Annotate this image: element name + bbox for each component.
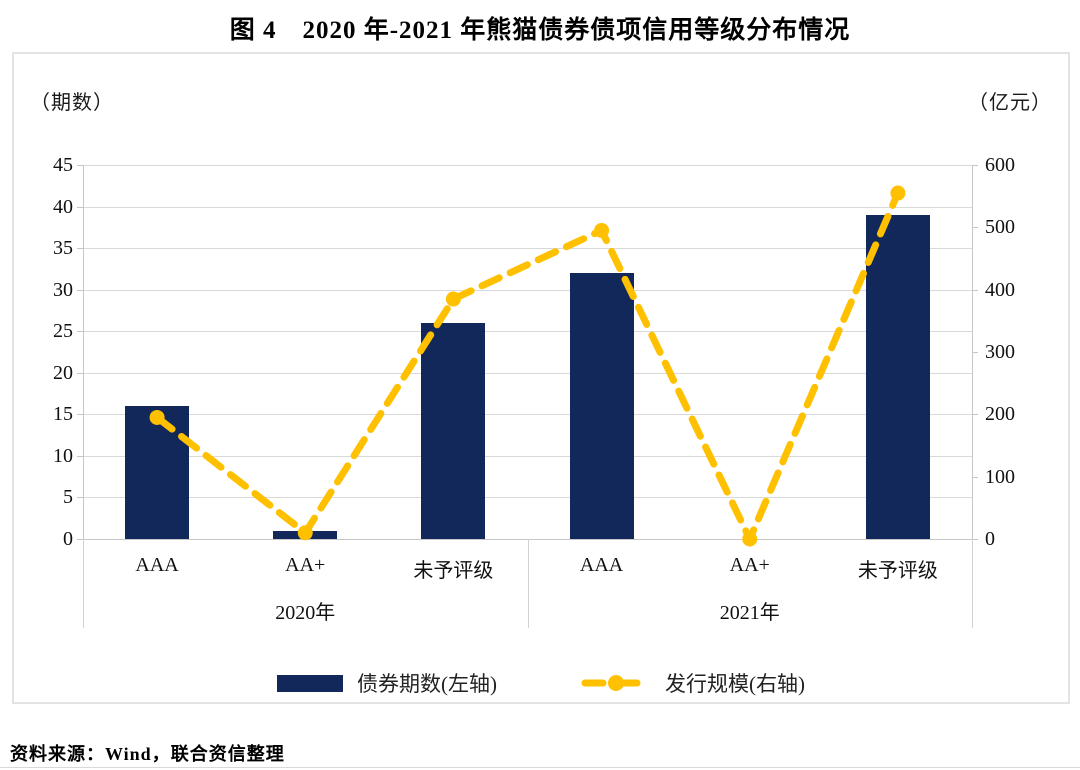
right-axis-tick-label: 600	[985, 154, 1015, 176]
left-axis-tick	[77, 539, 83, 540]
gridline	[83, 289, 972, 291]
line-series-path	[153, 189, 902, 548]
category-label: AA+	[729, 554, 770, 576]
right-axis-tick-label: 500	[985, 216, 1015, 239]
left-axis-tick-label: 20	[53, 361, 73, 384]
right-axis-tick	[972, 539, 978, 540]
right-axis-tick	[972, 165, 978, 166]
group-label: 2021年	[719, 602, 780, 624]
gridline	[83, 455, 972, 457]
left-axis-line	[83, 165, 84, 539]
left-axis-tick	[77, 289, 83, 291]
left-axis-tick-label: 25	[53, 320, 73, 343]
gridline	[83, 414, 972, 416]
left-axis-tick-label: 30	[53, 278, 73, 301]
left-axis-tick	[77, 372, 83, 374]
line-point-marker	[890, 185, 906, 201]
left-axis-tick	[77, 414, 83, 416]
gridline	[83, 165, 972, 166]
chart-legend: 债券期数(左轴) 发行规模(右轴)	[14, 668, 1068, 698]
left-axis-tick	[77, 331, 83, 333]
left-axis-tick-label: 10	[53, 444, 73, 467]
right-axis-tick-label: 0	[985, 528, 995, 550]
bar	[125, 406, 190, 539]
right-axis-tick	[972, 476, 978, 478]
chart-title: 图 4 2020 年-2021 年熊猫债券债项信用等级分布情况	[0, 10, 1080, 46]
right-axis-tick-label: 200	[985, 403, 1015, 426]
right-axis-tick-label: 100	[985, 465, 1015, 488]
right-axis-tick	[972, 414, 978, 416]
right-axis-tick	[972, 289, 978, 291]
category-label: AA+	[285, 554, 326, 576]
bottom-divider	[0, 767, 1080, 768]
right-axis-unit-label: （亿元）	[968, 92, 1052, 114]
bar	[865, 214, 930, 539]
legend-item-line-series: 发行规模(右轴)	[581, 668, 805, 698]
right-axis-tick	[972, 352, 978, 353]
left-axis-tick-label: 35	[53, 237, 73, 260]
left-axis-tick	[77, 206, 83, 208]
gridline	[83, 248, 972, 250]
bar	[421, 322, 486, 539]
category-label: AAA	[135, 554, 179, 576]
group-separator	[83, 539, 84, 628]
left-axis-tick	[77, 248, 83, 250]
left-axis-tick-label: 0	[63, 528, 73, 550]
right-axis-tick	[972, 227, 978, 229]
category-label: 未予评级	[413, 560, 494, 582]
bar	[569, 273, 634, 539]
left-axis-tick	[77, 165, 83, 166]
data-source-note: 资料来源：Wind，联合资信整理	[10, 744, 285, 764]
gridline	[83, 497, 972, 499]
gridline	[83, 372, 972, 374]
left-axis-tick-label: 15	[53, 403, 73, 426]
right-axis-tick-label: 300	[985, 341, 1015, 363]
category-label: AAA	[579, 554, 624, 576]
chart-area: （期数） （亿元） 0 5 10 15 20 25 30 35 40 45 0 100 200 300 40…	[12, 52, 1070, 704]
bar-series-swatch-icon	[277, 674, 343, 692]
left-axis-tick-label: 5	[63, 486, 73, 509]
gridline	[83, 206, 972, 208]
left-axis-tick	[77, 497, 83, 499]
group-separator	[972, 539, 973, 628]
left-axis-tick	[77, 455, 83, 457]
line-point-marker	[594, 222, 610, 238]
legend-item-bar-series: 债券期数(左轴)	[277, 668, 497, 698]
figure-number: 图 4	[229, 17, 277, 44]
line-point-marker	[445, 291, 461, 307]
right-axis-tick-label: 400	[985, 278, 1015, 301]
group-separator	[527, 539, 529, 628]
legend-line-label: 发行规模(右轴)	[665, 672, 805, 696]
bar	[273, 530, 338, 539]
figure-title-text: 2020 年-2021 年熊猫债券债项信用等级分布情况	[302, 17, 851, 44]
legend-bar-label: 债券期数(左轴)	[357, 672, 497, 696]
category-label: 未予评级	[857, 560, 938, 582]
left-axis-tick-label: 40	[53, 195, 73, 218]
group-label: 2020年	[275, 602, 336, 624]
line-series-swatch-icon	[581, 675, 651, 691]
left-axis-tick-label: 45	[53, 154, 73, 176]
gridline	[83, 331, 972, 333]
left-axis-unit-label: （期数）	[30, 92, 114, 114]
